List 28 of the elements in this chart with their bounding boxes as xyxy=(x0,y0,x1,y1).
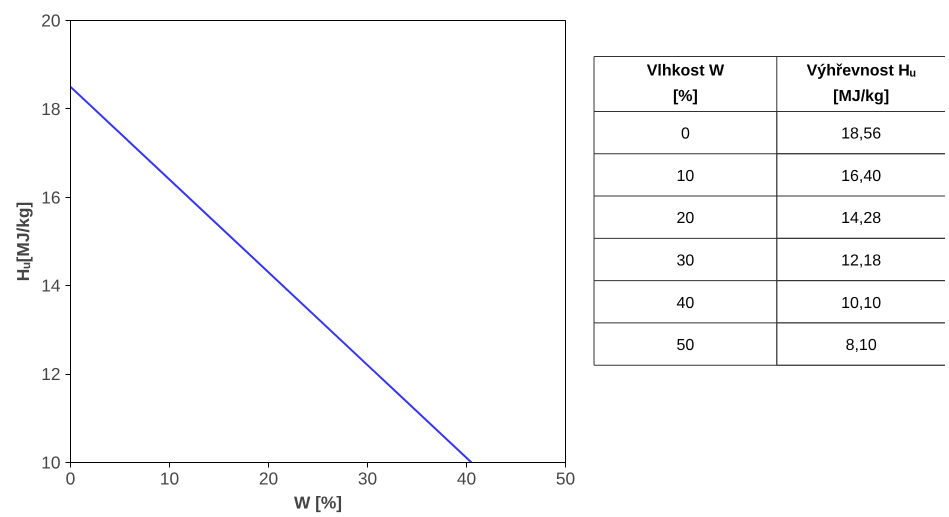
x-tick-label: 20 xyxy=(258,468,278,488)
y-tick-label: 20 xyxy=(676,210,694,228)
y-tick-label: 20 xyxy=(41,10,61,30)
y-tick-label: 10 xyxy=(41,452,61,472)
y-tick-label: 10 xyxy=(676,168,694,185)
x-tick-label: 50 xyxy=(556,468,576,488)
x-tick-label: 30 xyxy=(358,468,378,488)
data-label: 16,40 xyxy=(841,168,882,185)
x-tick-label: 0 xyxy=(66,468,76,488)
y-tick-label: 16 xyxy=(41,187,61,208)
y-tick-label: 30 xyxy=(676,252,694,270)
data-label: 18,56 xyxy=(841,126,882,143)
x-axis-title: W [%] xyxy=(294,492,342,512)
x-tick-label: Výhřevnost Hᵤ [MJ/kg] xyxy=(806,62,916,106)
y-tick-label: 0 xyxy=(680,126,690,143)
y-tick-label: 12 xyxy=(41,364,61,384)
y-tick-label: 14 xyxy=(41,276,61,296)
data-label: 12,18 xyxy=(841,252,882,270)
y-tick-label: 50 xyxy=(676,337,694,354)
data-label: 8,10 xyxy=(846,337,877,354)
y-axis-title: Hᵤ[MJ/kg] xyxy=(13,202,34,282)
data-label: 10,10 xyxy=(841,294,882,312)
x-tick-label: 10 xyxy=(160,468,180,488)
x-tick-label: 40 xyxy=(456,468,476,488)
y-axis-title: Vlhkost W [%] xyxy=(646,62,725,106)
data-label: 14,28 xyxy=(841,210,882,228)
y-tick-label: 40 xyxy=(676,294,694,312)
y-tick-label: 18 xyxy=(41,98,61,119)
